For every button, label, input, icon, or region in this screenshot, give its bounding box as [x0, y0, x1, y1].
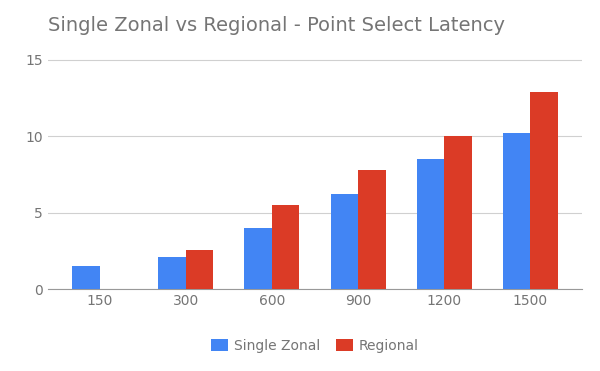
Bar: [444, 136, 472, 289]
Text: Single Zonal vs Regional - Point Select Latency: Single Zonal vs Regional - Point Select …: [48, 16, 505, 35]
Bar: [72, 266, 100, 289]
Bar: [186, 250, 214, 289]
Bar: [244, 228, 272, 289]
Legend: Single Zonal, Regional: Single Zonal, Regional: [206, 333, 424, 358]
Bar: [331, 194, 358, 289]
Bar: [416, 159, 444, 289]
Bar: [158, 257, 186, 289]
Bar: [272, 205, 299, 289]
Bar: [358, 170, 386, 289]
Bar: [530, 92, 558, 289]
Bar: [503, 133, 530, 289]
